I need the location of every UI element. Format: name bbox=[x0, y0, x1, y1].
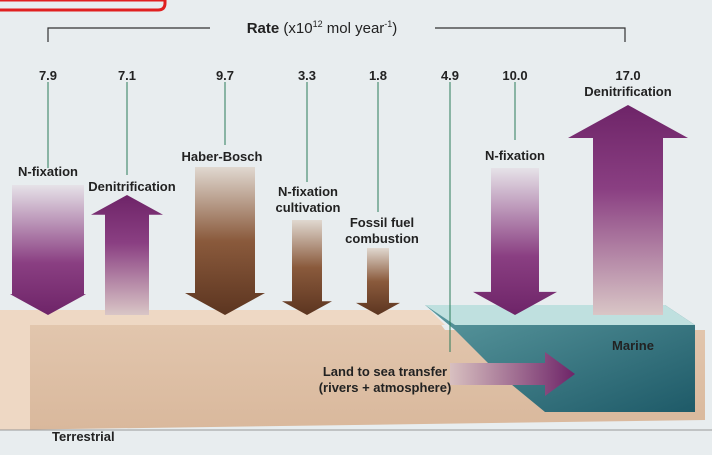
title-close: ) bbox=[392, 20, 397, 37]
flux-label: Land to sea transfer bbox=[323, 364, 447, 379]
flux-label: Fossil fuel bbox=[350, 215, 414, 230]
flux-label: N-fixation bbox=[485, 148, 545, 163]
rate-value: 10.0 bbox=[502, 68, 527, 83]
rate-value: 7.1 bbox=[118, 68, 136, 83]
region-label: Marine bbox=[612, 338, 654, 353]
rate-value: 4.9 bbox=[441, 68, 459, 83]
flux-label: cultivation bbox=[275, 200, 340, 215]
flux-label: Denitrification bbox=[584, 84, 671, 99]
flux-arrow bbox=[10, 185, 86, 315]
title: Rate (x1012 mol year-1) bbox=[247, 19, 398, 37]
title-unit: mol year bbox=[323, 20, 385, 37]
flux-label: Denitrification bbox=[88, 179, 175, 194]
rate-value: 7.9 bbox=[39, 68, 57, 83]
title-unit: (x10 bbox=[283, 20, 312, 37]
title-exponent: 12 bbox=[313, 19, 323, 29]
flux-label: combustion bbox=[345, 231, 419, 246]
flux-label: Haber-Bosch bbox=[182, 149, 263, 164]
flux-label: N-fixation bbox=[18, 164, 78, 179]
rate-value: 1.8 bbox=[369, 68, 387, 83]
title-label: Rate bbox=[247, 20, 280, 37]
rate-value: 17.0 bbox=[615, 68, 640, 83]
diagram: Rate (x1012 mol year-1) Marine Terrestri… bbox=[0, 0, 712, 455]
title-exponent: -1 bbox=[384, 19, 392, 29]
rate-value: 3.3 bbox=[298, 68, 316, 83]
rate-value: 9.7 bbox=[216, 68, 234, 83]
flux-label: N-fixation bbox=[278, 184, 338, 199]
region-label: Terrestrial bbox=[52, 429, 115, 444]
flux-arrow bbox=[185, 167, 265, 315]
flux-label: (rivers + atmosphere) bbox=[319, 380, 452, 395]
